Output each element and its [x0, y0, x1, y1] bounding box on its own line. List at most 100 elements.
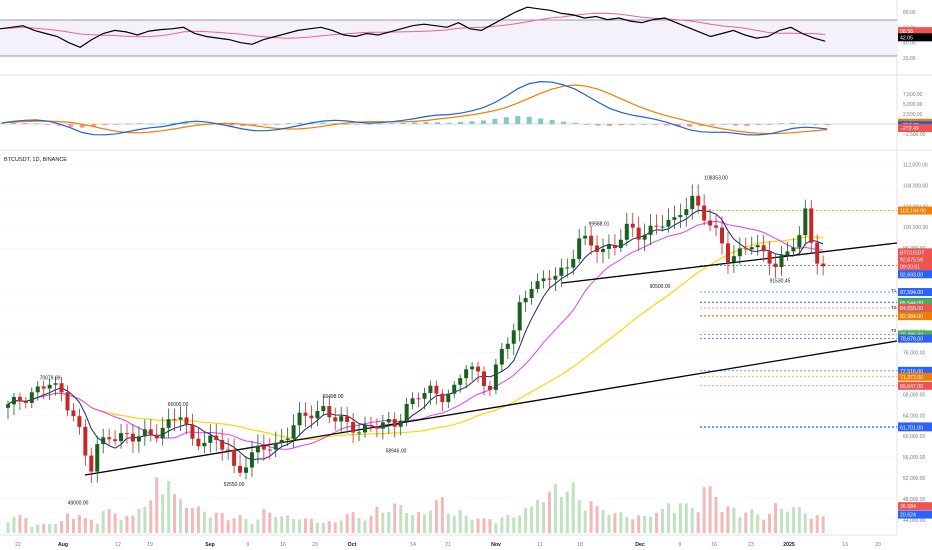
macd-histogram-bar [240, 124, 246, 126]
candle-body [11, 396, 16, 405]
volume-bar [6, 522, 10, 533]
candle-body [505, 343, 510, 349]
volume-bar [470, 519, 474, 533]
macd-histogram-bar [561, 121, 567, 124]
candle-body [589, 235, 594, 246]
price-badge: 72,516.00 [898, 366, 932, 375]
candle-body [345, 416, 350, 422]
price-badge: 26.684 [898, 502, 932, 511]
svg-text:58.58: 58.58 [900, 29, 913, 35]
candle-body [357, 432, 362, 434]
candle-body [755, 245, 760, 248]
macd-histogram-bar [675, 124, 681, 127]
candle-body [398, 420, 403, 427]
macd-histogram-bar [733, 124, 739, 126]
candle-body [130, 433, 135, 442]
svg-text:69,647.00: 69,647.00 [900, 384, 923, 390]
volume-bar [488, 519, 492, 533]
macd-histogram-bar [366, 124, 372, 125]
volume-bar [417, 512, 421, 533]
time-axis[interactable]: 22 Aug 12 19 Sep 9 16 23 Oct 14 21 Nov 11 18 Dec 9 16 23 2… [15, 542, 881, 548]
volume-bar [464, 515, 468, 533]
volume-bar [173, 494, 177, 533]
volume-bar [696, 512, 700, 533]
candle-body [190, 424, 195, 439]
volume-bar [434, 500, 438, 533]
price-badge: 82,984.00 [898, 312, 932, 321]
time-axis-label: 20 [875, 542, 881, 548]
macd-histogram-bar [435, 122, 441, 124]
volume-bar [262, 509, 266, 533]
time-axis-label: 12 [115, 542, 121, 548]
price-tick-label: 76,000.00 [903, 351, 925, 357]
volume-bar [363, 520, 367, 533]
candle-body [815, 242, 820, 264]
volume-bar [107, 509, 111, 533]
candle-body [642, 234, 647, 240]
candle-body [41, 386, 46, 389]
candle-body [464, 369, 469, 379]
macd-histogram-bar [286, 123, 292, 124]
candle-body [47, 384, 52, 389]
candle-body [65, 392, 70, 411]
macd-tick-label: 5,000.00 [903, 102, 923, 108]
price-tick-label: 108,000.00 [903, 183, 928, 189]
svg-text:82,984.00: 82,984.00 [900, 314, 923, 320]
macd-histogram-bar [423, 122, 429, 124]
price-badge: 71,372.00 [898, 372, 932, 381]
time-axis-label: 22 [15, 542, 21, 548]
candle-body [821, 263, 826, 267]
candle-body [285, 438, 290, 440]
volume-bar [280, 516, 284, 533]
price-pane[interactable]: BTCUSDT, 1D, BINANCE 112,000.00 108,000.0… [0, 157, 932, 533]
candle-body [595, 245, 600, 252]
volume-bar [750, 509, 754, 533]
macd-tick-label: 7,500.00 [903, 92, 923, 98]
price-tick-label: 60,000.00 [903, 434, 925, 440]
macd-histogram-bar [572, 122, 578, 124]
volume-bar [797, 506, 801, 533]
candle-body [428, 385, 433, 394]
volume-bar [440, 497, 444, 533]
volume-bar [42, 524, 46, 533]
macd-histogram-bar [664, 124, 670, 126]
macd-histogram-bar [744, 124, 750, 126]
volume-bar [785, 511, 789, 533]
volume-bar [666, 503, 670, 533]
volume-bar [149, 500, 153, 533]
volume-bar [809, 518, 813, 533]
volume-bar [71, 519, 75, 533]
volume-bar [238, 515, 242, 533]
svg-text:71,372.00: 71,372.00 [900, 375, 923, 381]
candle-body [154, 434, 159, 439]
volume-bar [726, 506, 730, 533]
price-tick-label: 48,000.00 [903, 497, 925, 503]
macd-histogram-bar [194, 123, 200, 124]
candle-body [743, 248, 748, 250]
macd-histogram-bar [515, 116, 521, 124]
trendline-lower[interactable] [84, 340, 898, 476]
svg-text:72,516.00: 72,516.00 [900, 369, 923, 375]
price-axis: 112,000.00108,000.00104,000.00100,000.00… [0, 163, 928, 524]
macd-histogram-bar [148, 123, 154, 125]
volume-bar [393, 503, 397, 533]
candle-body [113, 439, 118, 442]
candle-body [731, 256, 736, 263]
candle-body [565, 267, 570, 269]
trendline-upper[interactable] [561, 242, 898, 284]
volume-bar [333, 522, 337, 533]
volume-bar [672, 513, 676, 533]
candle-body [702, 205, 707, 221]
volume-bar [720, 512, 724, 533]
candle-body [630, 223, 635, 228]
volume-bar [155, 477, 159, 533]
macd-pane[interactable]: 7,500.00 5,000.00 2,500.00 −2,500.00 14.67−… [0, 80, 932, 138]
time-axis-label: 16 [711, 542, 717, 548]
volume-bar [309, 518, 313, 533]
volume-bar [268, 512, 272, 533]
time-axis-label: Aug [58, 542, 68, 548]
macd-histogram-bar [331, 123, 337, 124]
